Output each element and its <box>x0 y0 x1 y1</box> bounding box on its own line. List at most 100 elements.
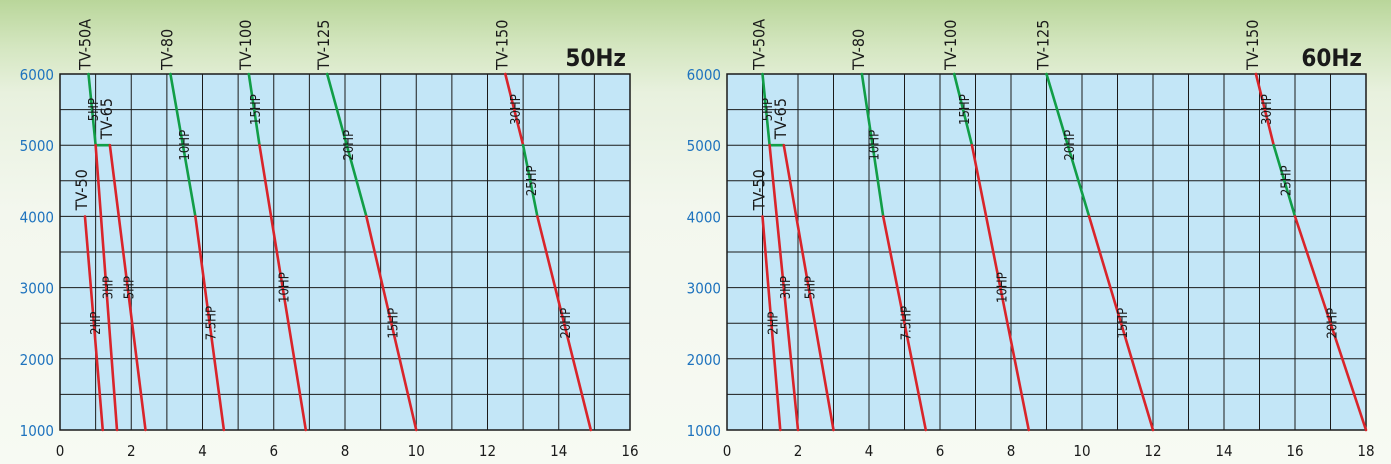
y-tick-label: 2000 <box>20 351 54 369</box>
power-label: 15HP <box>1116 308 1131 339</box>
series-tv-50a: 5HP TV-50A <box>76 19 102 147</box>
series-name-label: TV-50 <box>72 169 91 211</box>
series-line <box>860 72 885 218</box>
power-label: 30HP <box>509 94 524 125</box>
series-tv-150: 30HP 25HP 20HP TV-150 <box>492 20 593 432</box>
y-tick-label: 5000 <box>20 137 54 155</box>
x-tick-label: 6 <box>936 442 945 460</box>
power-label: 5HP <box>87 98 102 121</box>
x-tick-label: 16 <box>621 442 638 460</box>
series-line <box>108 143 147 432</box>
y-tick-label: 4000 <box>687 208 721 226</box>
power-label: 7.5HP <box>205 306 220 340</box>
series-line <box>1087 215 1155 432</box>
series-tv-50a: 5HP TV-50A <box>750 19 776 147</box>
power-label: 10HP <box>278 272 293 303</box>
series-tv-65: 5HP TV-65 <box>768 98 835 432</box>
series-name-label: TV-150 <box>492 20 511 71</box>
power-label: 20HP <box>1326 308 1341 339</box>
chart-title: 50Hz <box>565 44 626 72</box>
series-tv-80: 10HP 7.5HP TV-80 <box>849 29 928 432</box>
chart-title: 60Hz <box>1301 44 1362 72</box>
series-tv-100: 15HP 10HP TV-100 <box>941 20 1031 432</box>
power-label: 5HP <box>804 276 819 299</box>
y-tick-label: 3000 <box>687 280 721 298</box>
x-tick-label: 4 <box>198 442 207 460</box>
power-label: 30HP <box>1260 94 1275 125</box>
series-line <box>83 215 105 432</box>
x-tick-label: 2 <box>127 442 136 460</box>
series-name-label: TV-65 <box>771 98 790 140</box>
series-name-label: TV-80 <box>849 29 868 71</box>
series-line <box>952 72 974 147</box>
series-tv-100: 15HP 10HP TV-100 <box>236 20 308 432</box>
series-line <box>1293 215 1368 432</box>
y-tick-label: 5000 <box>687 137 721 155</box>
series-line <box>1045 72 1091 218</box>
series-line <box>247 72 261 147</box>
power-label: 20HP <box>559 308 574 339</box>
power-label: 15HP <box>386 308 401 339</box>
x-tick-label: 2 <box>794 442 803 460</box>
series-name-label: TV-100 <box>236 20 255 71</box>
series-name-label: TV-50A <box>76 19 95 71</box>
series-line <box>881 215 928 432</box>
series-name-label: TV-125 <box>1034 20 1053 71</box>
x-tick-label: 8 <box>341 442 350 460</box>
y-tick-label: 1000 <box>687 422 721 440</box>
x-tick-label: 10 <box>408 442 425 460</box>
series-line <box>761 72 771 147</box>
power-label: 5HP <box>761 98 776 121</box>
y-tick-label: 3000 <box>20 280 54 298</box>
series-name-label: TV-65 <box>97 98 116 140</box>
series-line <box>258 143 308 432</box>
power-label: 20HP <box>342 130 357 161</box>
power-label: 5HP <box>123 276 138 299</box>
y-tick-label: 6000 <box>687 66 721 84</box>
series-line <box>94 143 119 432</box>
series-line <box>1254 72 1275 147</box>
power-label: 7.5HP <box>900 306 915 340</box>
power-label: 3HP <box>101 276 116 299</box>
series-name-label: TV-125 <box>314 20 333 71</box>
series-line <box>325 72 368 218</box>
series-name-label: TV-50 <box>750 169 769 211</box>
series-line <box>169 72 197 218</box>
power-label: 2HP <box>766 312 781 335</box>
series-line <box>768 143 800 432</box>
series-line <box>87 72 97 147</box>
x-tick-label: 0 <box>723 442 732 460</box>
series-line <box>194 215 226 432</box>
series-tv-125: 20HP 15HP TV-125 <box>1034 20 1155 432</box>
series-line <box>782 143 835 432</box>
series-tv-50: 2HP 3HP TV-50 <box>72 143 119 432</box>
x-tick-label: 8 <box>1007 442 1016 460</box>
power-label: 3HP <box>779 276 794 299</box>
y-tick-label: 4000 <box>20 208 54 226</box>
x-tick-label: 16 <box>1286 442 1303 460</box>
series-name-label: TV-50A <box>750 19 769 71</box>
series-line <box>1272 143 1297 218</box>
series-line <box>504 72 525 147</box>
chart-50hz: 1000 2000 3000 4000 5000 6000 0 2 4 6 8 10 12 14 16 50H… <box>20 19 639 460</box>
series-line <box>761 215 782 432</box>
x-tick-label: 0 <box>56 442 65 460</box>
x-tick-label: 18 <box>1357 442 1374 460</box>
y-tick-label: 6000 <box>20 66 54 84</box>
series-name-label: TV-100 <box>941 20 960 71</box>
series-name-label: TV-150 <box>1243 20 1262 71</box>
series-tv-125: 20HP 15HP TV-125 <box>314 20 418 432</box>
power-label: 25HP <box>525 165 540 196</box>
series-name-label: TV-80 <box>157 29 176 71</box>
series-line <box>536 215 593 432</box>
x-tick-label: 4 <box>865 442 874 460</box>
x-tick-label: 6 <box>269 442 278 460</box>
plot-border <box>59 73 631 431</box>
chart-60hz: 1000 2000 3000 4000 5000 6000 0 2 4 6 8 10 12 14 16 18 6… <box>687 19 1375 460</box>
y-tick-label: 1000 <box>20 422 54 440</box>
series-tv-80: 10HP 7.5HP TV-80 <box>157 29 226 432</box>
x-tick-label: 14 <box>550 442 567 460</box>
series-line <box>365 215 418 432</box>
